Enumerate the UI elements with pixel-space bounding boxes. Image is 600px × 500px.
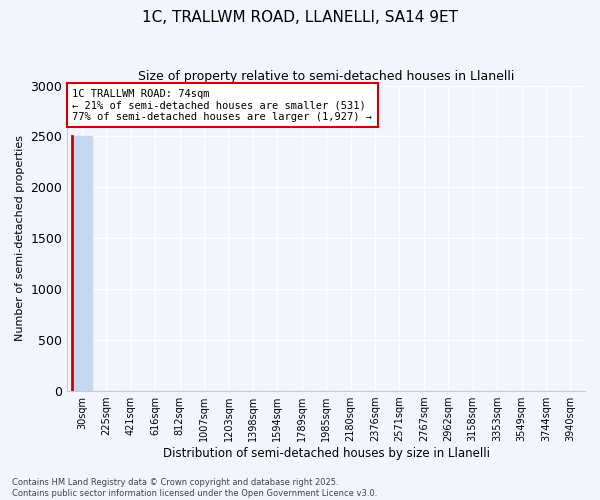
Text: Contains HM Land Registry data © Crown copyright and database right 2025.
Contai: Contains HM Land Registry data © Crown c… bbox=[12, 478, 377, 498]
Bar bbox=[71, 136, 92, 391]
Text: 1C TRALLWM ROAD: 74sqm
← 21% of semi-detached houses are smaller (531)
77% of se: 1C TRALLWM ROAD: 74sqm ← 21% of semi-det… bbox=[73, 88, 373, 122]
Y-axis label: Number of semi-detached properties: Number of semi-detached properties bbox=[15, 136, 25, 342]
Text: 1C, TRALLWM ROAD, LLANELLI, SA14 9ET: 1C, TRALLWM ROAD, LLANELLI, SA14 9ET bbox=[142, 10, 458, 25]
Title: Size of property relative to semi-detached houses in Llanelli: Size of property relative to semi-detach… bbox=[138, 70, 514, 83]
X-axis label: Distribution of semi-detached houses by size in Llanelli: Distribution of semi-detached houses by … bbox=[163, 447, 490, 460]
